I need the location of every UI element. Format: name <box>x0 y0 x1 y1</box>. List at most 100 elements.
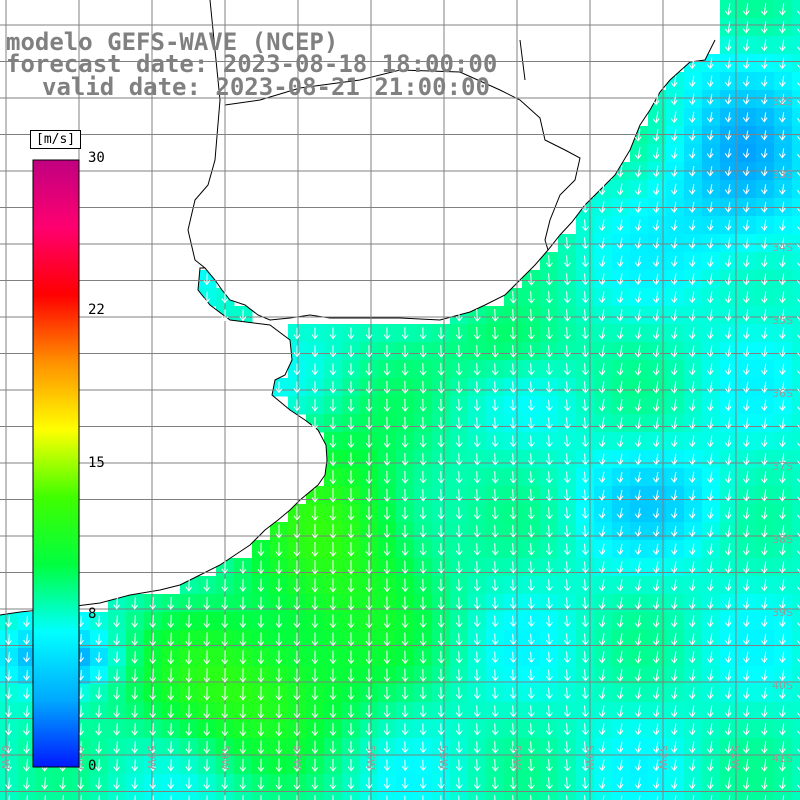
wind-vector-arrow <box>473 345 481 358</box>
wind-vector-arrow <box>131 741 139 754</box>
wind-vector-arrow <box>149 704 157 718</box>
wind-vector-arrow <box>688 381 696 394</box>
wind-vector-arrow <box>365 596 373 611</box>
colorbar-unit: [m/s] <box>30 130 82 149</box>
wind-vector-arrow <box>167 632 175 647</box>
wind-vector-arrow <box>742 202 750 213</box>
wind-vector-arrow <box>582 741 589 754</box>
wind-vector-arrow <box>616 417 624 430</box>
wind-vector-arrow <box>634 273 642 286</box>
wind-vector-arrow <box>383 398 391 412</box>
wind-vector-arrow <box>257 578 265 593</box>
wind-vector-arrow <box>23 705 30 718</box>
wind-vector-arrow <box>692 795 695 800</box>
wind-vector-arrow <box>455 543 463 556</box>
wind-vector-arrow <box>652 111 660 124</box>
wind-vector-arrow <box>311 560 319 575</box>
wind-vector-arrow <box>706 525 714 538</box>
wind-vector-arrow <box>167 686 175 701</box>
wind-vector-arrow <box>365 542 373 557</box>
wind-vector-arrow <box>113 687 121 700</box>
wind-speed-cell <box>792 504 800 523</box>
wind-vector-arrow <box>796 532 800 538</box>
wind-vector-arrow <box>329 759 337 772</box>
wind-vector-arrow <box>113 669 121 682</box>
wind-vector-arrow <box>365 650 373 665</box>
wind-vector-arrow <box>347 704 355 718</box>
wind-vector-arrow <box>724 561 732 574</box>
wind-vector-arrow <box>760 3 768 16</box>
wind-vector-arrow <box>203 632 211 647</box>
wind-vector-arrow <box>688 399 696 412</box>
wind-vector-arrow <box>688 237 696 250</box>
wind-vector-arrow <box>527 345 535 358</box>
wind-vector-arrow <box>688 219 696 231</box>
wind-vector-arrow <box>778 327 786 340</box>
wind-vector-arrow <box>131 615 139 628</box>
wind-vector-arrow <box>778 93 786 105</box>
wind-vector-arrow <box>598 579 606 592</box>
wind-vector-arrow <box>167 722 175 736</box>
wind-vector-arrow <box>564 309 571 322</box>
wind-vector-arrow <box>293 524 301 539</box>
wind-vector-arrow <box>724 723 732 736</box>
wind-vector-arrow <box>221 596 229 610</box>
wind-vector-arrow <box>778 651 786 664</box>
wind-vector-arrow <box>778 345 786 358</box>
wind-speed-cell <box>792 774 800 793</box>
wind-speed-cell <box>612 792 631 800</box>
wind-vector-arrow <box>95 723 103 736</box>
wind-vector-arrow <box>742 633 750 646</box>
wind-vector-arrow <box>257 668 265 683</box>
wind-vector-arrow <box>670 723 678 736</box>
wind-vector-arrow <box>760 417 768 430</box>
wind-vector-arrow <box>670 741 678 754</box>
wind-vector-arrow <box>582 651 589 664</box>
wind-vector-arrow <box>652 147 660 160</box>
wind-vector-arrow <box>383 345 391 358</box>
wind-vector-arrow <box>796 316 800 321</box>
wind-vector-arrow <box>582 219 589 232</box>
wind-vector-arrow <box>778 633 786 646</box>
wind-vector-arrow <box>509 759 517 772</box>
wind-speed-cell <box>468 792 487 800</box>
wind-vector-arrow <box>706 255 714 268</box>
wind-vector-arrow <box>401 560 409 575</box>
wind-vector-arrow <box>724 777 732 790</box>
wind-vector-arrow <box>778 543 786 556</box>
wind-vector-arrow <box>598 255 606 268</box>
wind-vector-arrow <box>670 615 678 628</box>
wind-vector-arrow <box>509 291 517 304</box>
wind-vector-arrow <box>527 561 535 574</box>
wind-vector-arrow <box>616 561 624 574</box>
wind-vector-arrow <box>634 759 642 772</box>
wind-vector-arrow <box>527 597 535 610</box>
wind-vector-arrow <box>598 669 606 682</box>
wind-vector-arrow <box>473 489 481 502</box>
wind-vector-arrow <box>670 255 678 268</box>
wind-vector-arrow <box>652 273 660 286</box>
wind-vector-arrow <box>491 723 499 736</box>
wind-vector-arrow <box>670 651 678 664</box>
wind-vector-arrow <box>329 542 337 557</box>
wind-vector-arrow <box>329 668 337 683</box>
wind-vector-arrow <box>616 508 624 519</box>
wind-vector-arrow <box>656 795 659 800</box>
wind-vector-arrow <box>419 759 427 772</box>
wind-vector-arrow <box>582 237 589 250</box>
wind-vector-arrow <box>724 166 732 177</box>
wind-vector-arrow <box>670 237 678 249</box>
wind-vector-arrow <box>401 705 409 718</box>
wind-vector-arrow <box>440 795 442 800</box>
wind-vector-arrow <box>634 309 642 322</box>
wind-vector-arrow <box>527 381 535 394</box>
wind-vector-arrow <box>598 687 606 700</box>
wind-vector-arrow <box>652 687 660 700</box>
wind-vector-arrow <box>260 795 262 800</box>
wind-vector-arrow <box>724 597 732 610</box>
wind-vector-arrow <box>473 759 481 772</box>
wind-vector-arrow <box>652 705 660 718</box>
wind-vector-arrow <box>131 704 139 718</box>
wind-vector-arrow <box>546 489 553 502</box>
wind-vector-arrow <box>796 117 800 123</box>
